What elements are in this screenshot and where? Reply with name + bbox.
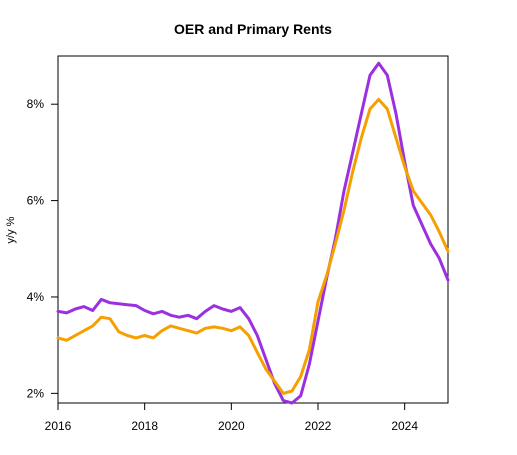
x-tick-label: 2022 [305, 419, 332, 433]
y-tick-label: 2% [27, 386, 45, 400]
x-tick-label: 2024 [391, 419, 418, 433]
x-axis: 2016 2018 2020 2022 2024 [45, 402, 418, 433]
y-tick-label: 4% [27, 290, 45, 304]
series-line-2 [56, 97, 450, 395]
x-tick-label: 2016 [45, 419, 72, 433]
y-tick-label: 6% [27, 194, 45, 208]
y-tick-label: 8% [27, 97, 45, 111]
x-tick-label: 2020 [218, 419, 245, 433]
chart-title: OER and Primary Rents [174, 21, 332, 37]
x-tick-label: 2018 [131, 419, 158, 433]
y-axis: 2% 4% 6% 8% [27, 97, 59, 400]
y-axis-label: y/y % [5, 216, 17, 243]
series-line-1 [56, 61, 450, 405]
series-layer [56, 61, 450, 405]
